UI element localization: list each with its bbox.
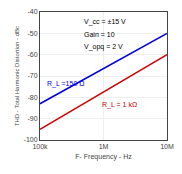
svg-text:-60: -60 [27, 51, 37, 58]
svg-text:10M: 10M [160, 143, 174, 150]
svg-text:1M: 1M [99, 143, 109, 150]
svg-text:Gain = 10: Gain = 10 [84, 31, 115, 38]
svg-text:R_L =150 Ω: R_L =150 Ω [47, 80, 84, 88]
svg-text:THD - Total Harmonic Distortio: THD - Total Harmonic Distortion - dBc [14, 26, 20, 126]
svg-text:-40: -40 [27, 8, 37, 15]
svg-text:-100: -100 [24, 136, 38, 143]
svg-text:F- Frequency - Hz: F- Frequency - Hz [75, 153, 132, 161]
svg-text:V_cc = ±15 V: V_cc = ±15 V [84, 18, 126, 26]
svg-text:-70: -70 [27, 72, 37, 79]
svg-text:-50: -50 [27, 30, 37, 37]
svg-text:-90: -90 [27, 115, 37, 122]
svg-text:-80: -80 [27, 94, 37, 101]
svg-text:100k: 100k [32, 143, 48, 150]
svg-text:V_opq = 2 V: V_opq = 2 V [84, 43, 123, 51]
svg-text:R_L = 1 kΩ: R_L = 1 kΩ [102, 101, 137, 109]
